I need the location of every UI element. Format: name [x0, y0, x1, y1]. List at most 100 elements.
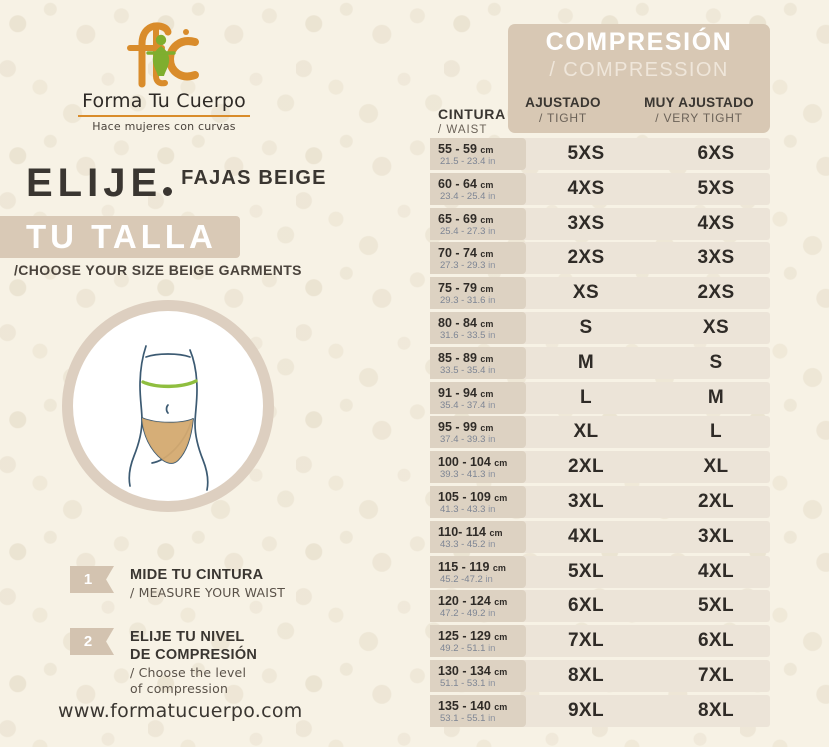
waist-inch-value: 53.1 - 55.1 in — [440, 712, 496, 724]
unit-cm-label: cm — [480, 145, 494, 155]
waist-inch-value: 33.5 - 35.4 in — [440, 364, 496, 376]
size-tight: 5XS — [567, 143, 605, 164]
headline-tu-talla: TU TALLA — [26, 218, 217, 255]
illustration-ring — [62, 300, 274, 512]
size-tight: 6XL — [567, 595, 605, 617]
logo-underline — [78, 115, 250, 117]
waist-chip — [430, 381, 526, 414]
size-very-tight: L — [709, 421, 722, 443]
waist-chip — [430, 694, 526, 727]
waist-chip — [430, 590, 526, 623]
waist-inch-value: 25.4 - 27.3 in — [440, 225, 496, 237]
unit-cm-label: cm — [494, 666, 508, 677]
unit-cm-label: cm — [480, 214, 494, 225]
waist-inch-value: 27.3 - 29.3 in — [440, 260, 496, 272]
waist-inch-value: 21.5 - 23.4 in — [440, 156, 496, 167]
unit-cm-label: cm — [480, 353, 494, 364]
waist-cm-value: 115 - 119 cm — [438, 559, 506, 574]
waist-chip — [430, 659, 526, 692]
waist-chip — [430, 311, 526, 344]
waist-chip — [430, 555, 526, 588]
unit-in-label: in — [488, 503, 496, 515]
unit-cm-label: cm — [494, 597, 508, 608]
waist-cm-value: 120 - 124 cm — [438, 594, 508, 609]
column-header-very-tight-en: / VERY TIGHT — [655, 111, 743, 125]
unit-in-label: in — [488, 329, 496, 341]
waist-cm-value: 75 - 79 cm — [438, 281, 494, 296]
unit-in-label: in — [488, 434, 496, 446]
unit-in-label: in — [488, 712, 496, 724]
size-tight: 7XL — [567, 630, 605, 652]
brand-logo: Forma Tu Cuerpo Hace mujeres con curvas — [64, 18, 264, 133]
headline-row: ELIJE FAJAS BEIGE — [26, 161, 327, 205]
headline-elije: ELIJE — [26, 161, 163, 205]
unit-in-label: in — [488, 225, 496, 237]
headline-fajas-beige: FAJAS BEIGE — [181, 167, 327, 189]
size-tight: 2XS — [567, 247, 605, 269]
size-very-tight: 6XL — [697, 630, 735, 652]
unit-cm-label: cm — [494, 492, 508, 503]
size-very-tight: 2XS — [697, 282, 735, 304]
size-tight: 8XL — [567, 664, 605, 686]
waist-cm-value: 55 - 59 cm — [438, 142, 494, 156]
size-tight: L — [579, 386, 592, 408]
unit-in-label: in — [488, 677, 496, 689]
size-very-tight: S — [709, 351, 723, 373]
waist-inch-value: 29.3 - 31.6 in — [440, 295, 496, 307]
waist-inch-value: 41.3 - 43.3 in — [440, 503, 496, 515]
unit-in-label: in — [488, 260, 496, 272]
waist-inch-value: 31.6 - 33.5 in — [440, 329, 496, 341]
waist-chip — [430, 138, 526, 170]
unit-in-label: in — [488, 538, 496, 550]
waist-cm-value: 91 - 94 cm — [438, 385, 494, 400]
waist-chip — [430, 520, 526, 553]
waist-chip — [430, 416, 526, 449]
waist-chip — [430, 485, 526, 518]
step-1-number: 1 — [70, 566, 114, 593]
unit-cm-label: cm — [480, 318, 494, 329]
unit-cm-label: cm — [489, 527, 503, 538]
website-url[interactable]: www.formatucuerpo.com — [58, 700, 303, 722]
waist-chip — [430, 346, 526, 379]
waist-cm-value: 65 - 69 cm — [438, 211, 494, 226]
size-very-tight: 7XL — [697, 664, 735, 686]
waist-cm-value: 110- 114 cm — [438, 524, 503, 539]
waist-chip — [430, 172, 526, 205]
unit-in-label: in — [488, 608, 496, 620]
ftc-monogram-figure-icon — [64, 18, 264, 88]
waist-inch-value: 49.2 - 51.1 in — [440, 643, 496, 655]
female-torso-waist-measure-illustration — [62, 300, 274, 512]
unit-cm-label: cm — [494, 458, 508, 469]
brand-name: Forma Tu Cuerpo — [82, 90, 246, 112]
column-header-tight-es: AJUSTADO — [525, 95, 601, 110]
unit-cm-label: cm — [480, 388, 494, 399]
size-very-tight: XL — [703, 456, 729, 478]
unit-cm-label: cm — [494, 701, 508, 712]
size-very-tight: 5XL — [697, 595, 735, 617]
size-very-tight: 3XS — [697, 247, 735, 269]
step-2-number: 2 — [70, 628, 114, 655]
waist-inch-value: 23.4 - 25.4 in — [440, 190, 496, 202]
size-very-tight: 6XS — [697, 143, 735, 164]
waist-chip — [430, 625, 526, 658]
waist-cm-value: 95 - 99 cm — [438, 420, 494, 435]
unit-in-label: in — [485, 573, 493, 585]
unit-cm-label: cm — [480, 179, 494, 190]
size-very-tight: 2XL — [697, 490, 735, 512]
step-1: 1 MIDE TU CINTURA / MEASURE YOUR WAIST — [70, 566, 285, 601]
unit-in-label: in — [488, 364, 496, 376]
compression-header-panel — [508, 24, 770, 133]
size-very-tight: 8XL — [697, 699, 735, 721]
compression-title-translation: / COMPRESSION — [549, 59, 729, 81]
brand-tagline: Hace mujeres con curvas — [92, 120, 236, 133]
waist-cm-value: 60 - 64 cm — [438, 176, 494, 191]
size-tight: 4XS — [567, 177, 605, 199]
step-1-title: MIDE TU CINTURA — [130, 567, 264, 583]
waist-cm-value: 85 - 89 cm — [438, 350, 494, 365]
unit-in-label: in — [488, 643, 496, 655]
column-header-tight-en: / TIGHT — [538, 111, 588, 125]
column-header-very-tight: MUY AJUSTADO / VERY TIGHT — [628, 95, 770, 126]
unit-cm-label: cm — [480, 423, 494, 434]
size-very-tight: XS — [702, 316, 730, 338]
step-2-title: ELIJE TU NIVEL DE COMPRESIÓN — [130, 629, 258, 663]
